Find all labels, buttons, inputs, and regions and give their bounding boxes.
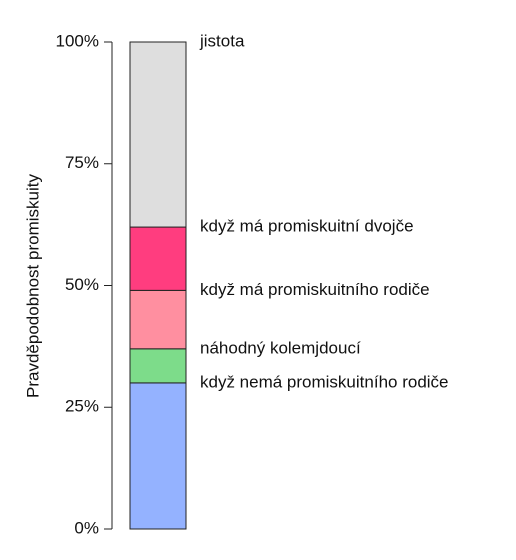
y-tick-label: 50% xyxy=(65,275,99,294)
y-tick-label: 25% xyxy=(65,397,99,416)
y-tick-label: 0% xyxy=(74,518,99,537)
segment-label: náhodný kolemjdoucí xyxy=(200,338,361,357)
bar-segment xyxy=(129,348,187,384)
y-axis-label: Pravděpodobnost promiskuity xyxy=(23,174,42,398)
bar-segment xyxy=(129,289,187,350)
segment-label: když má promiskuitní dvojče xyxy=(200,217,414,236)
bar-segment xyxy=(129,41,187,228)
segment-label: když má promiskuitního rodiče xyxy=(200,280,430,299)
y-tick-label: 100% xyxy=(56,31,99,50)
segment-label: když nemá promiskuitního rodiče xyxy=(200,372,449,391)
bar-segment xyxy=(129,226,187,291)
segment-label: jistota xyxy=(199,31,245,50)
bar-segment xyxy=(129,382,187,530)
y-tick-label: 75% xyxy=(65,153,99,172)
